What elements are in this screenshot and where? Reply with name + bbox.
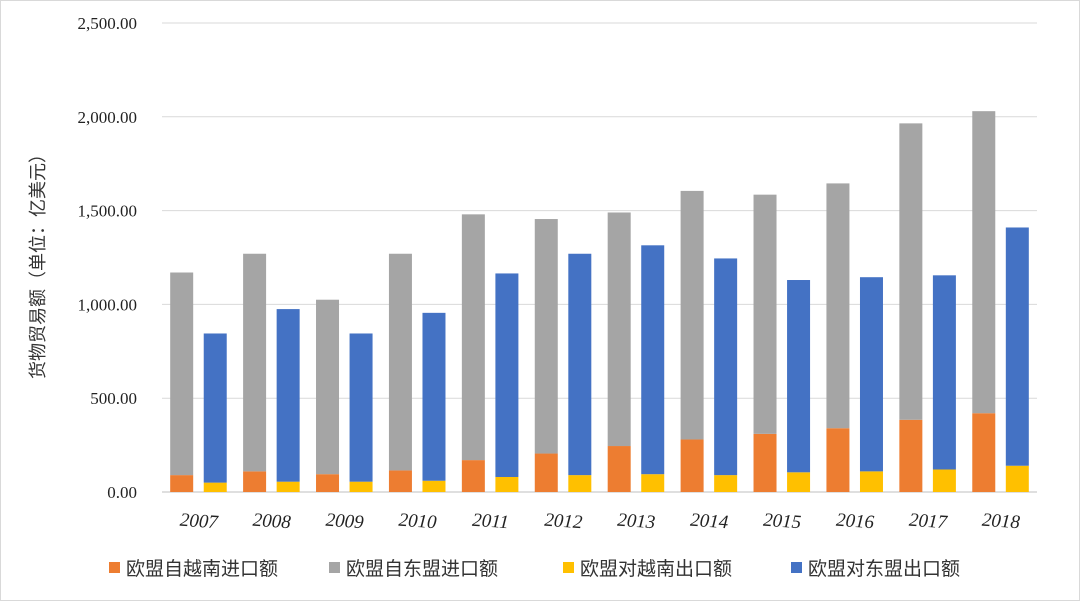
legend-item: 欧盟自东盟进口额 (329, 558, 498, 580)
y-tick-label: 1,000.00 (78, 295, 138, 314)
bar-2-2014 (714, 475, 738, 492)
bar-1-2009 (316, 299, 340, 475)
x-tick-label: 2016 (835, 510, 875, 534)
bars-layer (170, 111, 1029, 492)
bar-2-2010 (422, 480, 446, 492)
bar-3-2010 (422, 312, 446, 481)
bar-3-2009 (349, 333, 373, 482)
legend-item: 欧盟对越南出口额 (563, 558, 732, 580)
x-tick-label: 2018 (981, 510, 1021, 534)
x-tick-label: 2010 (398, 510, 438, 534)
bar-1-2015 (753, 194, 777, 434)
bar-1-2016 (826, 183, 850, 429)
legend-item: 欧盟自越南进口额 (109, 558, 278, 580)
bar-2-2009 (349, 481, 373, 492)
y-tick-label: 2,500.00 (78, 14, 138, 33)
x-tick-label: 2013 (617, 510, 656, 534)
bar-1-2014 (680, 190, 704, 440)
bar-1-2008 (243, 253, 267, 472)
bar-1-2007 (170, 272, 194, 476)
bar-3-2011 (495, 273, 519, 477)
bar-0-2007 (170, 475, 194, 492)
y-tick-label: 2,000.00 (78, 108, 138, 127)
bar-2-2015 (787, 472, 811, 492)
bar-3-2014 (714, 258, 738, 476)
legend-label: 欧盟自越南进口额 (126, 558, 278, 580)
bar-3-2015 (787, 280, 811, 473)
x-tick-label: 2009 (325, 510, 365, 534)
bar-3-2007 (203, 333, 227, 483)
bar-0-2012 (534, 453, 558, 492)
legend-label: 欧盟对越南出口额 (580, 558, 732, 580)
bar-0-2010 (388, 470, 412, 492)
bar-2-2018 (1005, 465, 1029, 492)
bar-2-2011 (495, 476, 519, 492)
bar-1-2013 (607, 212, 631, 447)
x-tick-label: 2015 (762, 510, 801, 534)
x-axis-ticks: 2007 2008 2009 2010 2011 2012 2013 2014 2015 2016… (179, 510, 1021, 534)
bar-3-2008 (276, 309, 300, 482)
legend: 欧盟自越南进口额 欧盟自东盟进口额 欧盟对越南出口额 欧盟对东盟出口额 (109, 558, 960, 580)
legend-swatch (791, 562, 802, 573)
bar-2-2008 (276, 481, 300, 492)
bar-0-2008 (243, 471, 267, 492)
bar-1-2018 (972, 111, 996, 414)
bar-0-2015 (753, 433, 777, 492)
legend-swatch (109, 562, 120, 573)
bar-3-2017 (932, 275, 956, 470)
bar-3-2016 (859, 277, 883, 472)
x-tick-label: 2007 (179, 510, 220, 534)
bar-0-2013 (607, 446, 631, 492)
bar-0-2014 (680, 439, 704, 492)
x-tick-label: 2014 (690, 510, 730, 534)
bar-3-2012 (568, 253, 592, 476)
bar-0-2011 (461, 460, 485, 492)
legend-label: 欧盟自东盟进口额 (346, 558, 498, 580)
legend-swatch (563, 562, 574, 573)
y-tick-label: 1,500.00 (78, 202, 138, 221)
grid-layer (162, 22, 1037, 493)
x-tick-label: 2008 (252, 510, 292, 534)
bar-2-2017 (932, 469, 956, 492)
y-axis-label: 货物贸易额（单位：亿美元） (28, 145, 49, 379)
bar-3-2013 (641, 245, 665, 475)
bar-0-2017 (899, 419, 923, 492)
bar-0-2016 (826, 428, 850, 492)
x-tick-label: 2017 (908, 510, 949, 534)
y-axis-ticks: 0.00 500.00 1,000.00 1,500.00 2,000.00 2,500.… (78, 14, 138, 502)
legend-item: 欧盟对东盟出口额 (791, 558, 960, 580)
bar-2-2016 (859, 471, 883, 492)
bar-1-2010 (388, 253, 412, 471)
bar-2-2013 (641, 474, 665, 492)
bar-0-2018 (972, 413, 996, 492)
bar-2-2012 (568, 475, 592, 492)
bar-3-2018 (1005, 227, 1029, 466)
y-tick-label: 0.00 (107, 483, 137, 502)
bar-2-2007 (203, 482, 227, 492)
bar-1-2017 (899, 123, 923, 420)
legend-label: 欧盟对东盟出口额 (808, 558, 960, 580)
bar-1-2012 (534, 219, 558, 454)
x-tick-label: 2012 (544, 510, 584, 534)
x-tick-label: 2011 (472, 510, 510, 534)
y-tick-label: 500.00 (90, 389, 137, 408)
legend-swatch (329, 562, 340, 573)
bar-1-2011 (461, 214, 485, 461)
bar-0-2009 (316, 474, 340, 492)
